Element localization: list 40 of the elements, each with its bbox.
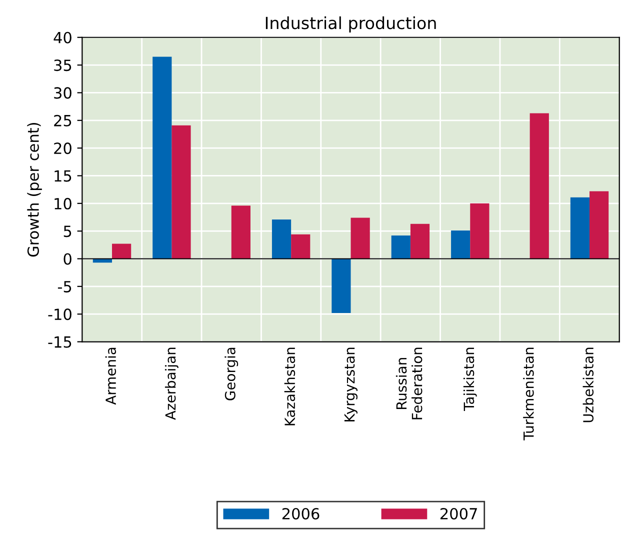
x-tick-label: Armenia: [105, 348, 116, 405]
bar: [172, 125, 191, 259]
bar: [272, 219, 292, 259]
bar: [530, 113, 549, 259]
x-tick-label: Uzbekistan: [582, 348, 594, 422]
y-tick-label: -5: [58, 281, 72, 292]
bar: [350, 218, 370, 259]
chart-title: Industrial production: [266, 16, 436, 33]
x-tick-label: Azerbaijan: [164, 348, 178, 420]
y-tick-label: 5: [64, 226, 72, 238]
y-axis-title: Growth (per cent): [27, 122, 42, 257]
x-tick-label: Turkmenistan: [523, 348, 534, 440]
bar: [391, 236, 410, 259]
bar: [291, 234, 310, 259]
y-tick-label: 0: [64, 253, 72, 265]
bar: [451, 230, 470, 259]
bar: [590, 191, 609, 259]
bar: [332, 258, 351, 313]
y-tick-label: 35: [54, 60, 72, 72]
y-tick-label: 15: [54, 170, 72, 182]
x-tick-label: Kyrgyzstan: [344, 348, 358, 422]
x-tick-label: Kazakhstan: [284, 348, 296, 426]
y-tick-label: -15: [48, 336, 72, 348]
y-tick-label: 10: [54, 198, 72, 210]
y-tick-label: 20: [54, 142, 72, 154]
bar: [231, 206, 250, 259]
y-tick-label: 25: [54, 114, 72, 126]
bar: [152, 56, 172, 259]
y-tick-label: 30: [54, 87, 72, 99]
x-tick-label: Russian Federation: [396, 348, 422, 420]
bar: [470, 203, 490, 259]
x-tick-label: Tajikistan: [463, 348, 477, 411]
y-tick-label: -10: [48, 308, 72, 320]
bar: [410, 224, 430, 259]
legend-label: 2006: [282, 508, 320, 520]
legend-label: 2007: [440, 508, 477, 520]
y-tick-label: 40: [54, 32, 72, 44]
x-tick-label: Georgia: [224, 348, 238, 400]
bar: [112, 244, 132, 259]
bar: [570, 197, 590, 259]
